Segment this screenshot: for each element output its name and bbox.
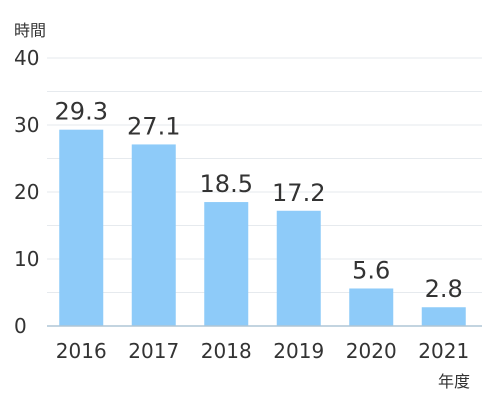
x-tick-label-2017: 2017 <box>128 339 179 363</box>
bar-2020 <box>349 288 394 326</box>
y-tick-label: 20 <box>14 180 39 204</box>
y-axis-title: 時間 <box>14 21 46 40</box>
bar-2018 <box>204 202 249 326</box>
data-label-2020: 5.6 <box>352 256 390 284</box>
x-tick-label-2018: 2018 <box>201 339 252 363</box>
bars <box>59 129 466 326</box>
x-tick-label-2019: 2019 <box>273 339 324 363</box>
bar-2019 <box>276 210 321 326</box>
y-tick-label: 10 <box>14 247 39 271</box>
data-label-2019: 17.2 <box>272 179 325 207</box>
labels: 時間 年度 0 10 20 30 40 29.3 2016 27.1 2017 18.5 2018 1… <box>14 21 470 391</box>
data-label-2018: 18.5 <box>200 170 253 198</box>
data-label-2017: 27.1 <box>127 112 180 140</box>
x-tick-label-2016: 2016 <box>56 339 107 363</box>
x-tick-label-2020: 2020 <box>346 339 397 363</box>
y-tick-label: 30 <box>14 113 39 137</box>
data-label-2016: 29.3 <box>55 98 108 126</box>
bar-2021 <box>421 307 466 326</box>
data-label-2021: 2.8 <box>425 275 463 303</box>
x-axis-title: 年度 <box>438 372 470 391</box>
y-tick-label: 0 <box>14 314 27 338</box>
grid-lines <box>47 57 482 293</box>
bar-2016 <box>59 129 104 326</box>
x-tick-label-2021: 2021 <box>418 339 469 363</box>
y-tick-label: 40 <box>14 46 39 70</box>
bar-2017 <box>131 144 176 326</box>
